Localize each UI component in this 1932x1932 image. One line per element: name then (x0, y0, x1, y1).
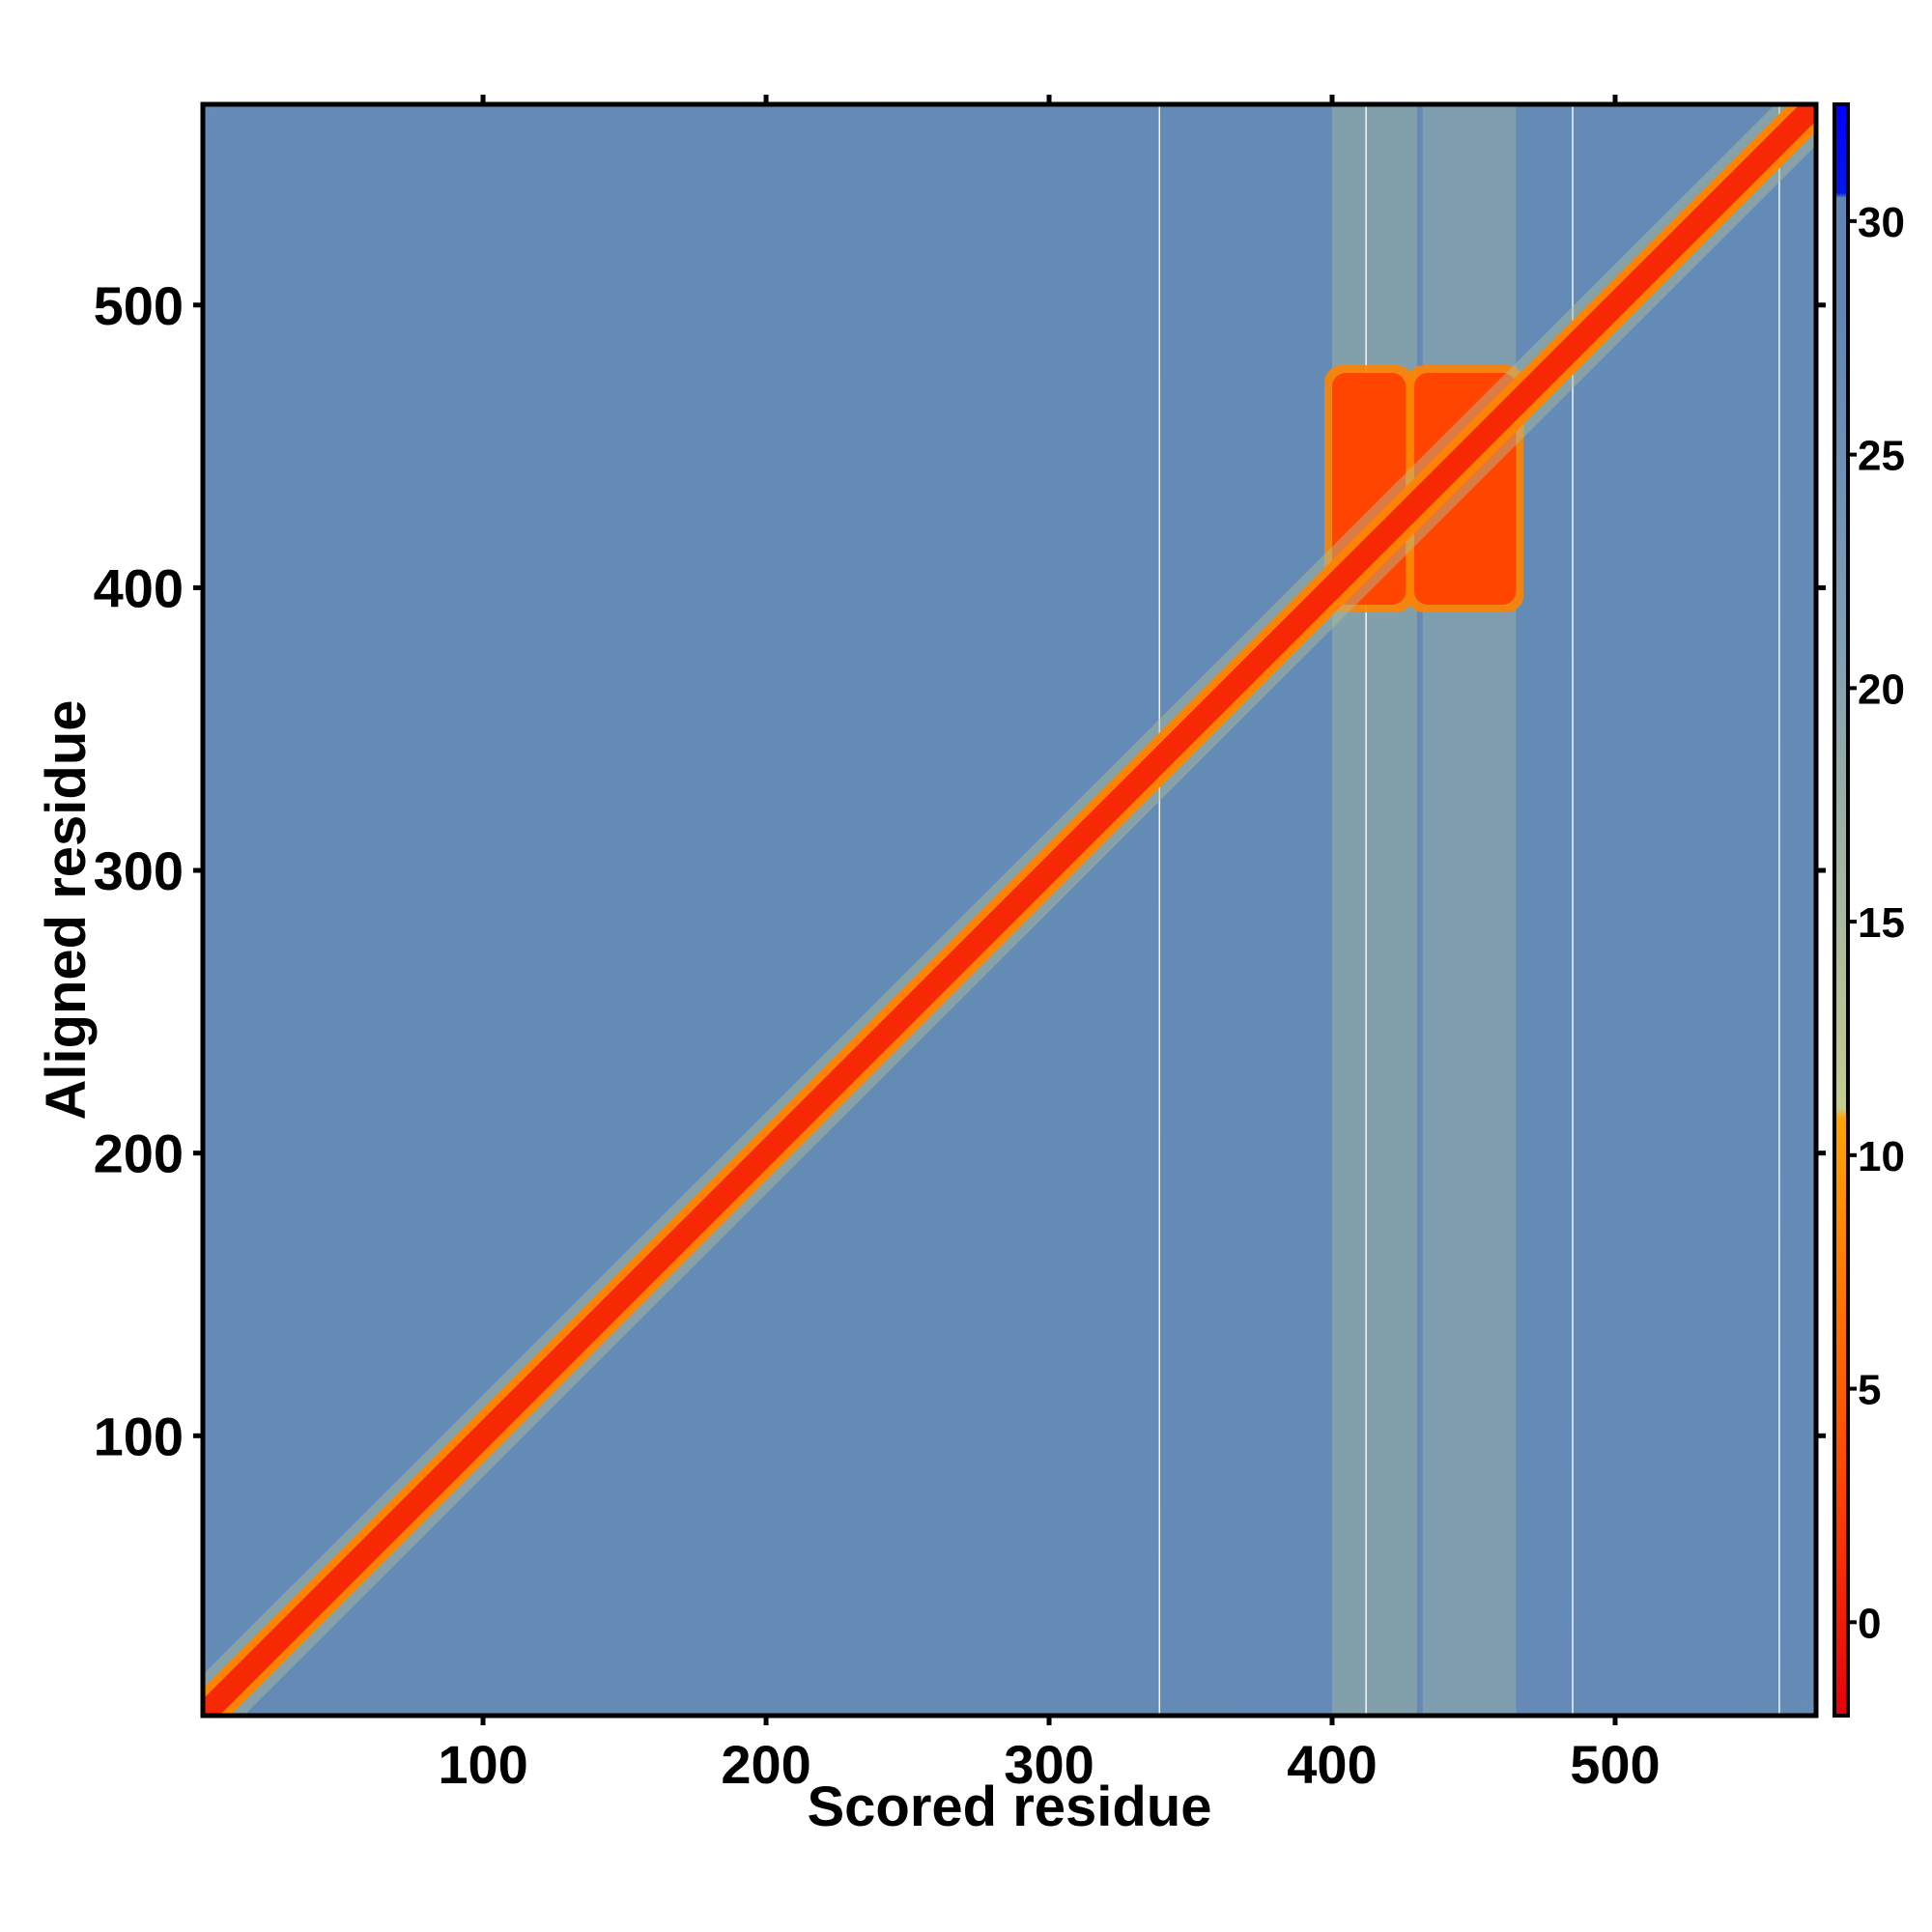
y-tick-label: 300 (94, 840, 184, 901)
light-bands (1332, 104, 1517, 1716)
y-tick-label: 500 (94, 275, 184, 336)
light-band (1332, 104, 1417, 1716)
colorbar-fill (1834, 104, 1848, 1716)
x-axis-ticks: 100 200 300 400 500 (438, 95, 1661, 1795)
gap-columns (1158, 104, 1780, 1716)
x-tick-label: 100 (438, 1734, 527, 1795)
colorbar-tick-label: 30 (1858, 199, 1905, 246)
x-tick-label: 400 (1287, 1734, 1377, 1795)
colorbar-ticks: 0 5 10 15 20 25 30 (1848, 199, 1905, 1647)
diagonal-core (203, 104, 1816, 1716)
colorbar: 0 5 10 15 20 25 30 (1833, 102, 1905, 1718)
light-band (1422, 104, 1517, 1716)
x-tick-label: 200 (721, 1734, 810, 1795)
colorbar-tick-label: 25 (1858, 433, 1905, 480)
y-tick-label: 400 (94, 557, 184, 618)
colorbar-tick-label: 10 (1858, 1133, 1905, 1180)
diagonal-band (203, 104, 1816, 1716)
y-axis-ticks: 100 200 300 400 500 (94, 275, 1826, 1466)
y-axis-title: Aligned residue (35, 699, 98, 1120)
plot-frame (200, 101, 1819, 1719)
plot-area (203, 104, 1816, 1716)
colorbar-tick-label: 15 (1858, 899, 1905, 947)
colorbar-tick-label: 20 (1858, 666, 1905, 713)
x-tick-label: 300 (1004, 1734, 1094, 1795)
y-tick-label: 200 (94, 1123, 184, 1184)
colorbar-frame (1833, 102, 1850, 1718)
y-tick-label: 100 (94, 1406, 184, 1466)
colorbar-tick-label: 5 (1858, 1367, 1881, 1414)
x-axis-title: Scored residue (807, 1776, 1211, 1838)
colorbar-tick-label: 0 (1858, 1600, 1881, 1647)
x-tick-label: 500 (1570, 1734, 1660, 1795)
